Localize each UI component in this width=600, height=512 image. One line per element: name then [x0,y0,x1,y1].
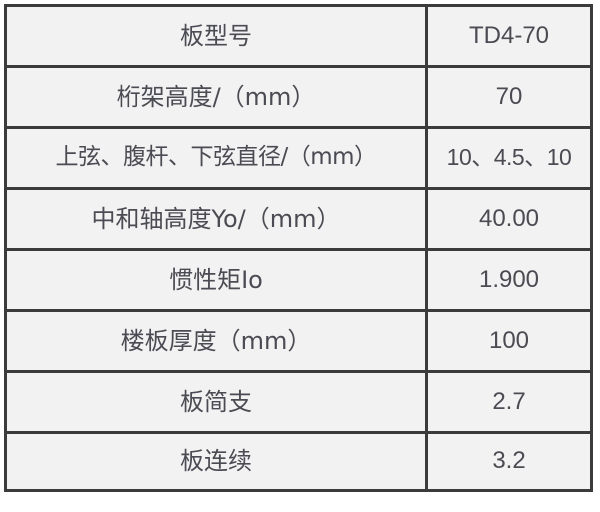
table-body: 板型号 TD4-70 桁架高度/（mm） 70 上弦、腹杆、下弦直径/（mm） … [4,4,593,492]
row-label: 板连续 [4,431,425,492]
specification-table: 板型号 TD4-70 桁架高度/（mm） 70 上弦、腹杆、下弦直径/（mm） … [4,4,593,492]
table-row: 板连续 3.2 [4,431,593,492]
table-row: 楼板厚度（mm） 100 [4,309,593,370]
row-value: 70 [425,65,593,126]
row-value: 2.7 [425,370,593,431]
row-label: 中和轴高度Yo/（mm） [4,187,425,248]
row-value: 1.900 [425,248,593,309]
table-row: 桁架高度/（mm） 70 [4,65,593,126]
row-value: 3.2 [425,431,593,492]
row-value: 40.00 [425,187,593,248]
row-value: 10、4.5、10 [425,126,593,187]
table-row: 板简支 2.7 [4,370,593,431]
row-label: 板型号 [4,4,425,65]
table-row: 惯性矩Io 1.900 [4,248,593,309]
table-row: 板型号 TD4-70 [4,4,593,65]
row-value: 100 [425,309,593,370]
row-label: 桁架高度/（mm） [4,65,425,126]
row-label: 板简支 [4,370,425,431]
row-label: 惯性矩Io [4,248,425,309]
row-value: TD4-70 [425,4,593,65]
table-row: 上弦、腹杆、下弦直径/（mm） 10、4.5、10 [4,126,593,187]
row-label: 上弦、腹杆、下弦直径/（mm） [4,126,425,187]
table-row: 中和轴高度Yo/（mm） 40.00 [4,187,593,248]
row-label: 楼板厚度（mm） [4,309,425,370]
